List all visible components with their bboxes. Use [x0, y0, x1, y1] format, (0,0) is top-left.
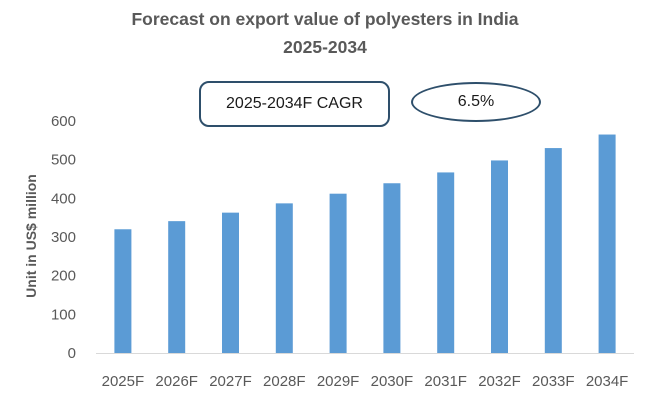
y-tick-label-300: 300 — [51, 229, 76, 246]
x-tick-label-2027F: 2027F — [209, 373, 252, 390]
bar-2031F — [437, 172, 455, 353]
x-tick-label-2025F: 2025F — [102, 373, 145, 390]
bar-2029F — [329, 193, 347, 353]
bar-2025F — [114, 229, 132, 353]
x-tick-label-2026F: 2026F — [155, 373, 198, 390]
x-tick-label-2030F: 2030F — [371, 373, 414, 390]
y-tick-label-400: 400 — [51, 190, 76, 207]
bar-2028F — [275, 203, 293, 353]
bar-2034F — [598, 134, 616, 353]
bar-2030F — [383, 183, 401, 353]
y-axis-ticks: 0 100 200 300 400 500 600 — [51, 113, 76, 362]
cagr-label-box: 2025-2034F CAGR — [199, 81, 390, 127]
bar-2033F — [544, 148, 562, 353]
x-tick-label-2032F: 2032F — [478, 373, 521, 390]
y-axis-label: Unit in US$ million — [23, 174, 39, 298]
y-tick-label-0: 0 — [68, 345, 76, 362]
x-tick-label-2031F: 2031F — [424, 373, 467, 390]
chart-title-line-2: 2025-2034 — [283, 37, 367, 57]
bar-2026F — [168, 221, 186, 353]
y-tick-label-600: 600 — [51, 113, 76, 130]
x-tick-label-2034F: 2034F — [586, 373, 629, 390]
bar-2027F — [222, 212, 239, 353]
chart-title-line-1: Forecast on export value of polyesters i… — [131, 9, 519, 29]
x-tick-label-2033F: 2033F — [532, 373, 575, 390]
y-tick-label-200: 200 — [51, 268, 76, 285]
x-tick-label-2029F: 2029F — [317, 373, 360, 390]
cagr-value-ellipse: 6.5% — [411, 82, 541, 122]
bars — [114, 134, 616, 353]
y-tick-label-100: 100 — [51, 306, 76, 323]
x-axis-ticks: 2025F 2026F 2027F 2028F 2029F 2030F 2031F 2032F… — [102, 373, 629, 390]
x-tick-label-2028F: 2028F — [263, 373, 306, 390]
y-tick-label-500: 500 — [51, 152, 76, 169]
bar-2032F — [491, 160, 508, 353]
